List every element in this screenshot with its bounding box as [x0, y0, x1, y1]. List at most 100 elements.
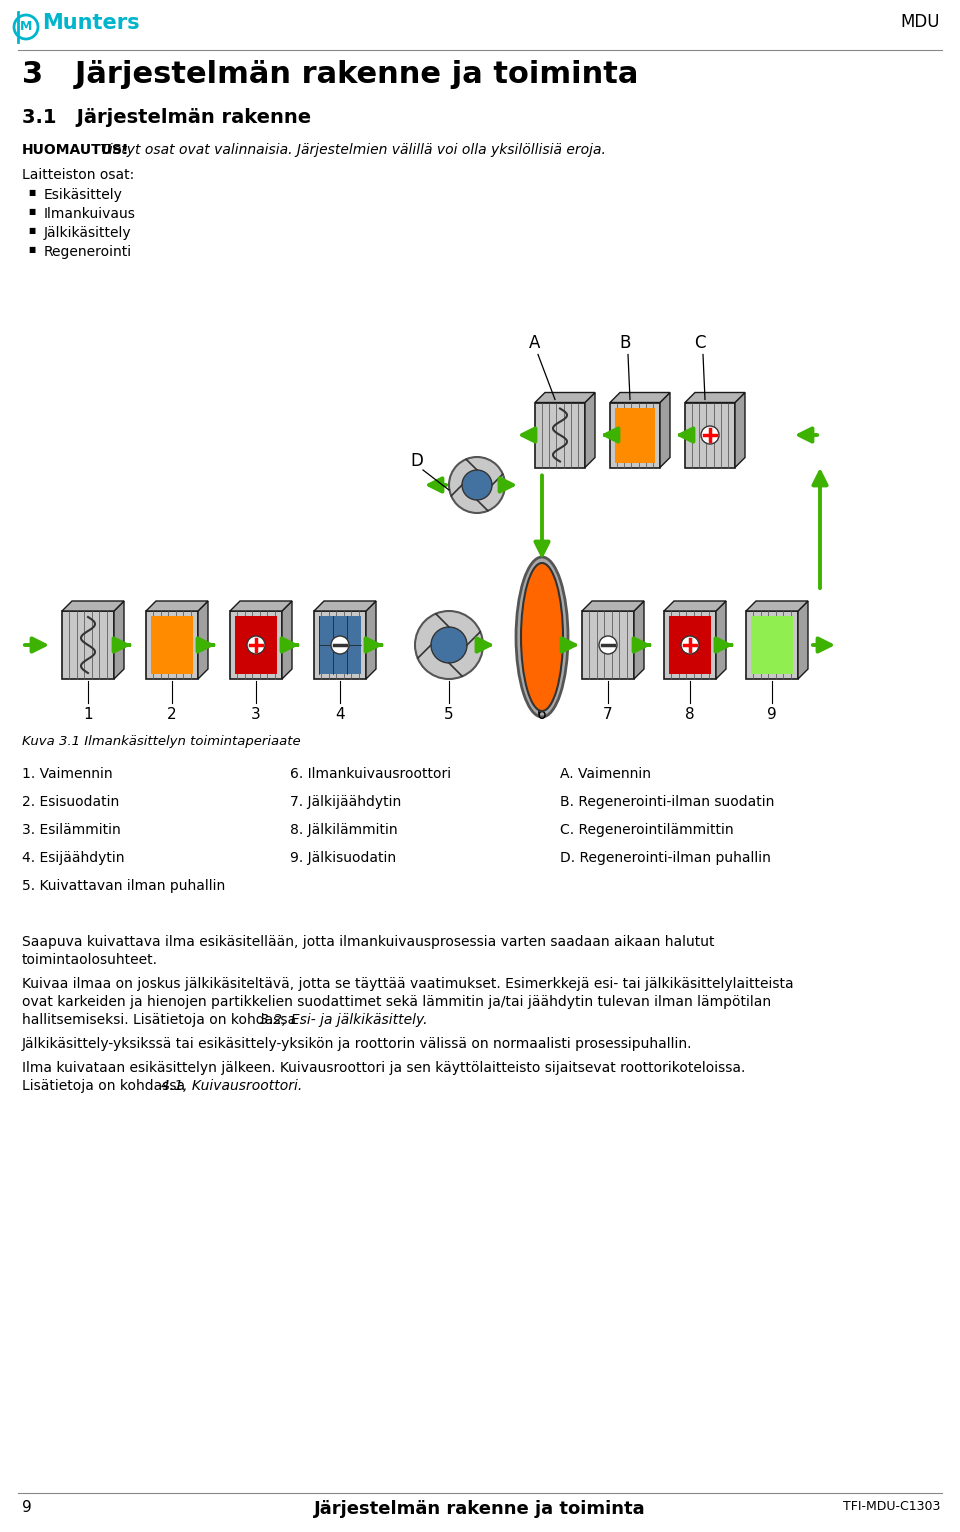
Text: Lisätietoja on kohdassa: Lisätietoja on kohdassa — [22, 1079, 189, 1092]
Polygon shape — [685, 392, 745, 403]
Polygon shape — [735, 392, 745, 467]
Text: Ilmankuivaus: Ilmankuivaus — [44, 207, 136, 221]
Text: B. Regenerointi-ilman suodatin: B. Regenerointi-ilman suodatin — [560, 795, 775, 809]
Polygon shape — [366, 601, 376, 679]
Polygon shape — [282, 601, 292, 679]
Circle shape — [415, 611, 483, 679]
Text: D: D — [411, 452, 423, 470]
Text: 6: 6 — [538, 706, 547, 722]
Text: Saapuva kuivattava ilma esikäsitellään, jotta ilmankuivausprosessia varten saada: Saapuva kuivattava ilma esikäsitellään, … — [22, 935, 714, 948]
Bar — [146, 611, 198, 679]
Bar — [669, 616, 711, 674]
Text: C. Regenerointilämmittin: C. Regenerointilämmittin — [560, 823, 733, 836]
Ellipse shape — [521, 562, 563, 711]
Text: 1. Vaimennin: 1. Vaimennin — [22, 768, 112, 781]
Text: 7. Jälkijäähdytin: 7. Jälkijäähdytin — [290, 795, 401, 809]
Text: 8. Jälkilämmitin: 8. Jälkilämmitin — [290, 823, 397, 836]
Text: ■: ■ — [28, 188, 36, 198]
Polygon shape — [585, 392, 595, 467]
Polygon shape — [634, 601, 644, 679]
Text: HUOMAUTUS!: HUOMAUTUS! — [22, 142, 130, 156]
Text: Laitteiston osat:: Laitteiston osat: — [22, 169, 134, 182]
Text: 3: 3 — [252, 706, 261, 722]
Text: Regenerointi: Regenerointi — [44, 245, 132, 259]
Bar — [235, 616, 277, 674]
Text: Jälkikäsittely-yksikssä tai esikäsittely-yksikön ja roottorin välissä on normaal: Jälkikäsittely-yksikssä tai esikäsittely… — [22, 1037, 692, 1051]
Text: 3   Järjestelmän rakenne ja toiminta: 3 Järjestelmän rakenne ja toiminta — [22, 60, 638, 89]
Polygon shape — [230, 601, 292, 611]
Text: MDU: MDU — [900, 12, 940, 31]
Polygon shape — [314, 601, 376, 611]
Text: 6. Ilmankuivausroottori: 6. Ilmankuivausroottori — [290, 768, 451, 781]
Text: C: C — [694, 334, 706, 352]
Bar — [319, 616, 361, 674]
Bar — [751, 616, 793, 674]
Text: 3.1   Järjestelmän rakenne: 3.1 Järjestelmän rakenne — [22, 107, 311, 127]
Ellipse shape — [516, 558, 568, 717]
Circle shape — [247, 636, 265, 654]
Text: Kuva 3.1 Ilmankäsittelyn toimintaperiaate: Kuva 3.1 Ilmankäsittelyn toimintaperiaat… — [22, 735, 300, 748]
Text: Esikäsittely: Esikäsittely — [44, 188, 123, 202]
Bar — [582, 611, 634, 679]
Polygon shape — [114, 601, 124, 679]
Text: 2: 2 — [167, 706, 177, 722]
Text: toimintaolosuhteet.: toimintaolosuhteet. — [22, 953, 158, 967]
Text: D. Regenerointi-ilman puhallin: D. Regenerointi-ilman puhallin — [560, 850, 771, 866]
Text: 7: 7 — [603, 706, 612, 722]
Circle shape — [331, 636, 349, 654]
Text: 5: 5 — [444, 706, 454, 722]
Bar — [230, 611, 282, 679]
Bar — [610, 403, 660, 467]
Text: 9. Jälkisuodatin: 9. Jälkisuodatin — [290, 850, 396, 866]
Text: 4.1, Kuivausroottori.: 4.1, Kuivausroottori. — [161, 1079, 302, 1092]
Bar — [535, 403, 585, 467]
Bar — [314, 611, 366, 679]
Text: 3.2, Esi- ja jälkikäsittely.: 3.2, Esi- ja jälkikäsittely. — [260, 1013, 427, 1026]
Text: ■: ■ — [28, 207, 36, 216]
Text: 5. Kuivattavan ilman puhallin: 5. Kuivattavan ilman puhallin — [22, 879, 226, 893]
Bar — [62, 611, 114, 679]
Polygon shape — [535, 392, 595, 403]
Circle shape — [701, 426, 719, 444]
Text: 9: 9 — [22, 1500, 32, 1515]
Bar — [746, 611, 798, 679]
Text: ■: ■ — [28, 227, 36, 234]
Text: ■: ■ — [28, 245, 36, 254]
Text: hallitsemiseksi. Lisätietoja on kohdassa: hallitsemiseksi. Lisätietoja on kohdassa — [22, 1013, 300, 1026]
Text: Munters: Munters — [42, 12, 139, 34]
Polygon shape — [610, 392, 670, 403]
Text: 3. Esilämmitin: 3. Esilämmitin — [22, 823, 121, 836]
Polygon shape — [716, 601, 726, 679]
Text: Ilma kuivataan esikäsittelyn jälkeen. Kuivausroottori ja sen käyttölaitteisto si: Ilma kuivataan esikäsittelyn jälkeen. Ku… — [22, 1062, 745, 1075]
Text: Kuivaa ilmaa on joskus jälkikäsiteltävä, jotta se täyttää vaatimukset. Esimerkke: Kuivaa ilmaa on joskus jälkikäsiteltävä,… — [22, 977, 794, 991]
Text: Jälkikäsittely: Jälkikäsittely — [44, 227, 132, 241]
Text: TFI-MDU-C1303: TFI-MDU-C1303 — [843, 1500, 940, 1514]
Bar — [151, 616, 193, 674]
Bar — [664, 611, 716, 679]
Circle shape — [449, 457, 505, 513]
Text: A. Vaimennin: A. Vaimennin — [560, 768, 651, 781]
Polygon shape — [146, 601, 208, 611]
Polygon shape — [660, 392, 670, 467]
Circle shape — [681, 636, 699, 654]
Polygon shape — [62, 601, 124, 611]
Circle shape — [462, 470, 492, 499]
Polygon shape — [198, 601, 208, 679]
Polygon shape — [798, 601, 808, 679]
Polygon shape — [746, 601, 808, 611]
Text: 9: 9 — [767, 706, 777, 722]
Polygon shape — [582, 601, 644, 611]
Text: B: B — [619, 334, 631, 352]
Text: 8: 8 — [685, 706, 695, 722]
Bar — [615, 408, 655, 463]
Text: Järjestelmän rakenne ja toiminta: Järjestelmän rakenne ja toiminta — [314, 1500, 646, 1518]
Text: ovat karkeiden ja hienojen partikkelien suodattimet sekä lämmitin ja/tai jäähdyt: ovat karkeiden ja hienojen partikkelien … — [22, 994, 771, 1010]
Text: A: A — [529, 334, 540, 352]
Text: 2. Esisuodatin: 2. Esisuodatin — [22, 795, 119, 809]
Bar — [685, 403, 735, 467]
Circle shape — [599, 636, 617, 654]
Circle shape — [431, 627, 467, 663]
Text: 4: 4 — [335, 706, 345, 722]
Text: M: M — [20, 20, 33, 34]
Text: 1: 1 — [84, 706, 93, 722]
